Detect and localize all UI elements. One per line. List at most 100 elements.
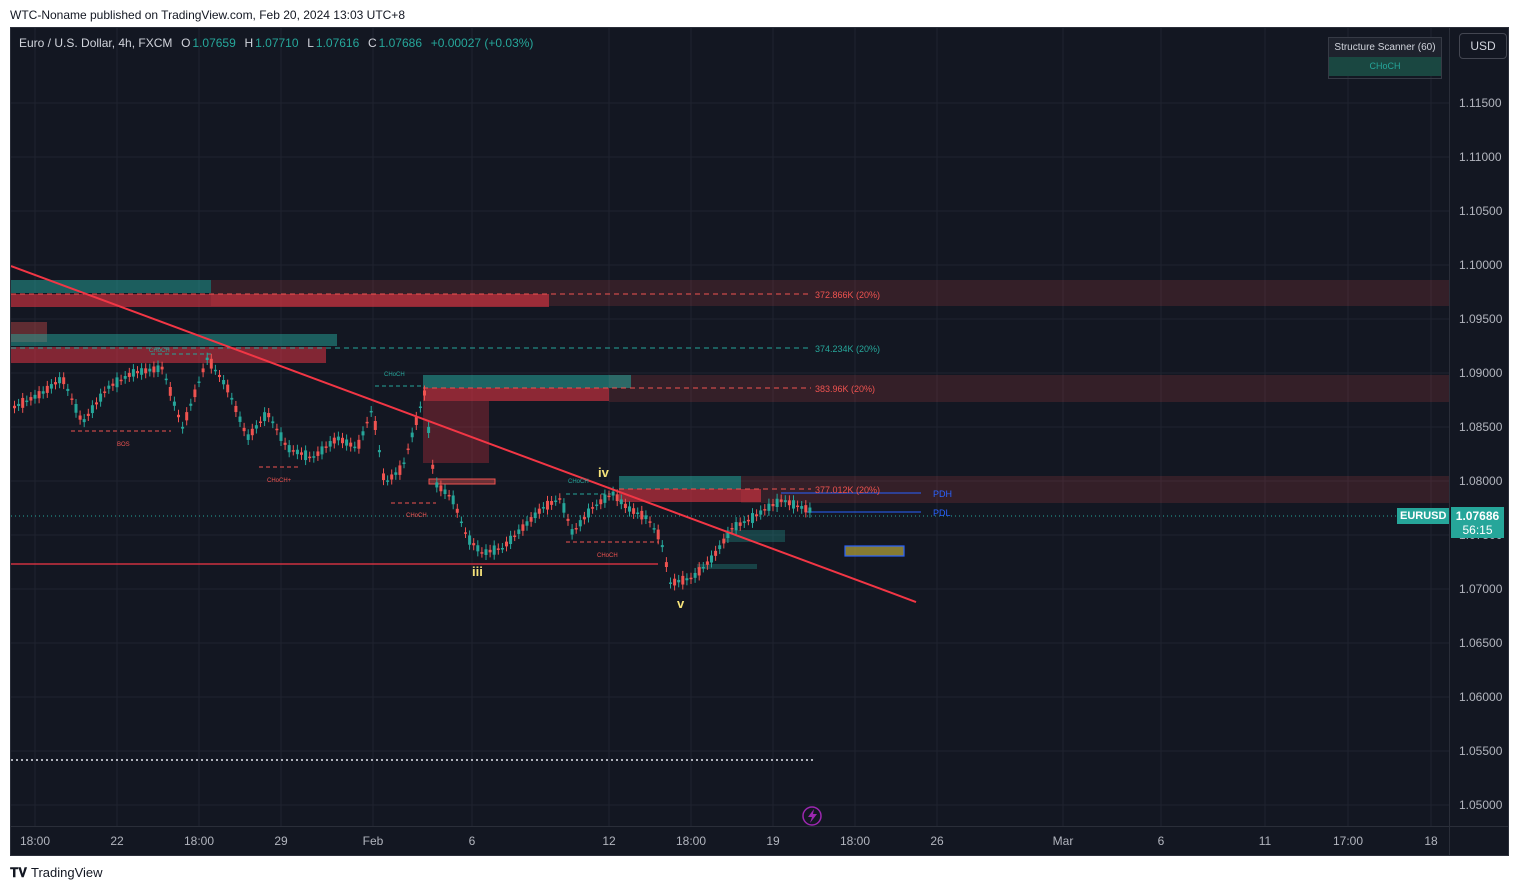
candle-body bbox=[328, 441, 332, 447]
candle-body bbox=[349, 442, 353, 447]
candle-body bbox=[406, 448, 410, 451]
candle-body bbox=[230, 397, 234, 400]
candle-body bbox=[525, 521, 529, 526]
candle-body bbox=[254, 425, 258, 429]
candle-body bbox=[123, 375, 127, 379]
chart-canvas[interactable]: 372.866K (20%) 374.234K (20%) 383.96K (2… bbox=[11, 28, 1509, 856]
candle-body bbox=[767, 503, 771, 511]
candle-body bbox=[279, 432, 283, 441]
candle-body bbox=[533, 512, 537, 519]
candle-body bbox=[751, 513, 754, 523]
price-axis-label: 1.06000 bbox=[1459, 690, 1503, 704]
candle-body bbox=[623, 503, 627, 509]
candle-body bbox=[377, 450, 381, 453]
candle-body bbox=[439, 485, 443, 492]
candle-body bbox=[730, 527, 734, 530]
lightning-icon[interactable] bbox=[802, 806, 822, 826]
chart-frame[interactable]: 372.866K (20%) 374.234K (20%) 383.96K (2… bbox=[10, 27, 1509, 856]
time-axis-label: Feb bbox=[362, 834, 384, 848]
candle-body bbox=[177, 414, 180, 418]
time-axis-separator bbox=[11, 826, 1508, 827]
candle-body bbox=[341, 437, 344, 444]
current-price-label: 1.07686 56:15 bbox=[1451, 507, 1504, 538]
price-axis-label: 1.10500 bbox=[1459, 204, 1503, 218]
candle-body bbox=[332, 437, 336, 444]
price-axis-label: 1.08000 bbox=[1459, 474, 1503, 488]
candle-body bbox=[390, 474, 394, 480]
footer-brand[interactable]: 𝐓𝐕 TradingView bbox=[10, 865, 103, 881]
change-value: +0.00027 (+0.03%) bbox=[430, 36, 534, 50]
candle-body bbox=[500, 548, 504, 550]
candle-body bbox=[480, 552, 484, 554]
trend-line bbox=[11, 265, 917, 603]
candle-body bbox=[558, 498, 562, 500]
order-block-small bbox=[428, 478, 496, 485]
candle-body bbox=[529, 517, 533, 522]
candle-body bbox=[775, 498, 779, 508]
candle-body bbox=[275, 428, 279, 431]
currency-button[interactable]: USD bbox=[1459, 33, 1507, 59]
candle-body bbox=[386, 480, 390, 482]
candle-body bbox=[685, 578, 689, 581]
candle-body bbox=[234, 405, 238, 413]
supply-zone-4 bbox=[619, 489, 761, 502]
close-value: 1.07686 bbox=[378, 36, 423, 50]
candle-body bbox=[746, 519, 750, 522]
candle-body bbox=[263, 412, 267, 422]
high-value: 1.07710 bbox=[255, 36, 299, 50]
candle-body bbox=[156, 365, 160, 373]
candle-body bbox=[505, 541, 508, 547]
candle-body bbox=[17, 403, 21, 406]
candle-body bbox=[41, 391, 45, 394]
candle-body bbox=[394, 472, 398, 475]
zone-label-1: 372.866K (20%) bbox=[815, 290, 880, 300]
order-block-demand bbox=[725, 530, 785, 542]
candle-body bbox=[74, 404, 78, 413]
candle-body bbox=[566, 518, 570, 521]
candle-body bbox=[808, 507, 812, 513]
price-axis-label: 1.05500 bbox=[1459, 744, 1503, 758]
candle-body bbox=[246, 434, 250, 440]
candle-body bbox=[382, 473, 385, 481]
candle-body bbox=[464, 532, 467, 534]
candle-body bbox=[103, 391, 107, 393]
time-axis-label: 18 bbox=[1424, 834, 1438, 848]
candle-body bbox=[574, 527, 578, 530]
bos-label: BOS bbox=[117, 442, 130, 448]
time-axis-label: 29 bbox=[274, 834, 288, 848]
candle-body bbox=[779, 499, 783, 502]
price-axis-label: 1.11500 bbox=[1459, 96, 1502, 110]
zone-label-2: 374.234K (20%) bbox=[815, 344, 880, 354]
candle-body bbox=[599, 499, 603, 505]
footer-brand-text: TradingView bbox=[31, 865, 103, 880]
candle-body bbox=[787, 500, 791, 506]
structure-scanner-panel[interactable]: Structure Scanner (60) CHoCH bbox=[1328, 37, 1442, 79]
candle-body bbox=[591, 507, 595, 509]
candle-body bbox=[300, 452, 303, 455]
candle-body bbox=[295, 449, 299, 455]
candle-body bbox=[468, 535, 472, 545]
candle-body bbox=[705, 561, 709, 565]
choch-label-1: CHoCH bbox=[149, 348, 170, 354]
candle-body bbox=[632, 508, 636, 514]
candle-body bbox=[619, 499, 623, 505]
candle-body bbox=[447, 494, 451, 497]
candle-body bbox=[205, 357, 209, 361]
time-axis-label: 12 bbox=[602, 834, 616, 848]
price-axis-label: 1.10000 bbox=[1459, 258, 1503, 272]
time-axis-label: 19 bbox=[766, 834, 780, 848]
candle-body bbox=[697, 567, 701, 576]
bar-countdown: 56:15 bbox=[1462, 523, 1493, 537]
candle-body bbox=[521, 524, 525, 531]
candle-body bbox=[345, 439, 349, 446]
candle-body bbox=[189, 403, 193, 406]
candle-body bbox=[111, 383, 115, 386]
choch-label-3: CHoCH bbox=[406, 513, 427, 519]
candle-body bbox=[570, 529, 574, 535]
low-label: L bbox=[307, 36, 314, 50]
candle-body bbox=[509, 535, 513, 545]
candle-body bbox=[418, 406, 422, 408]
price-axis-label: 1.11000 bbox=[1459, 150, 1502, 164]
candle-body bbox=[148, 368, 152, 372]
candle-body bbox=[226, 384, 230, 393]
